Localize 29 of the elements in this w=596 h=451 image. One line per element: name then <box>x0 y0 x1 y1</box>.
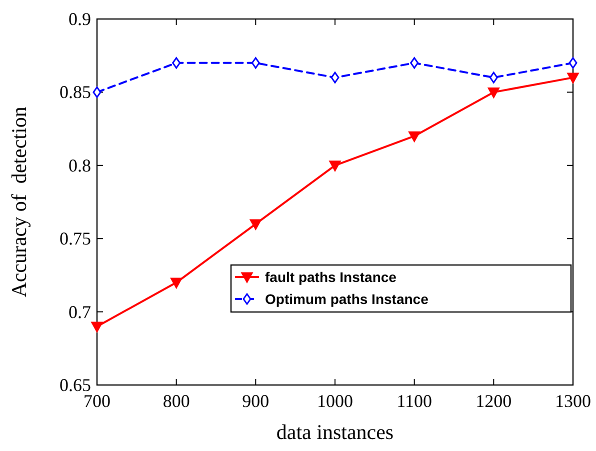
y-tick-label: 0.9 <box>68 9 91 29</box>
x-tick-label: 1100 <box>396 391 432 411</box>
y-tick-label: 0.75 <box>60 228 91 249</box>
x-tick-label: 1000 <box>317 391 353 411</box>
y-tick-label: 0.8 <box>68 155 91 176</box>
legend-label: fault paths Instance <box>265 269 397 285</box>
x-tick-label: 1300 <box>555 391 591 411</box>
point <box>329 160 341 172</box>
point <box>567 72 579 84</box>
x-tick-label: 800 <box>162 391 190 411</box>
legend-label: Optimum paths Instance <box>265 291 429 307</box>
point <box>408 131 420 142</box>
point <box>488 87 500 98</box>
y-tick-label: 0.7 <box>68 302 91 322</box>
point <box>172 57 181 69</box>
point <box>568 57 578 69</box>
point <box>330 72 340 84</box>
x-tick-label: 900 <box>242 391 270 411</box>
point <box>251 57 260 69</box>
point <box>91 322 103 332</box>
y-axis-title: Accuracy of detection <box>7 106 31 298</box>
point <box>92 86 102 98</box>
point <box>489 72 498 84</box>
x-tick-label: 1200 <box>476 391 512 411</box>
point <box>170 278 182 288</box>
point <box>410 57 419 69</box>
x-axis-title: data instances <box>276 420 394 444</box>
y-tick-label: 0.85 <box>60 82 91 102</box>
point <box>250 219 262 230</box>
